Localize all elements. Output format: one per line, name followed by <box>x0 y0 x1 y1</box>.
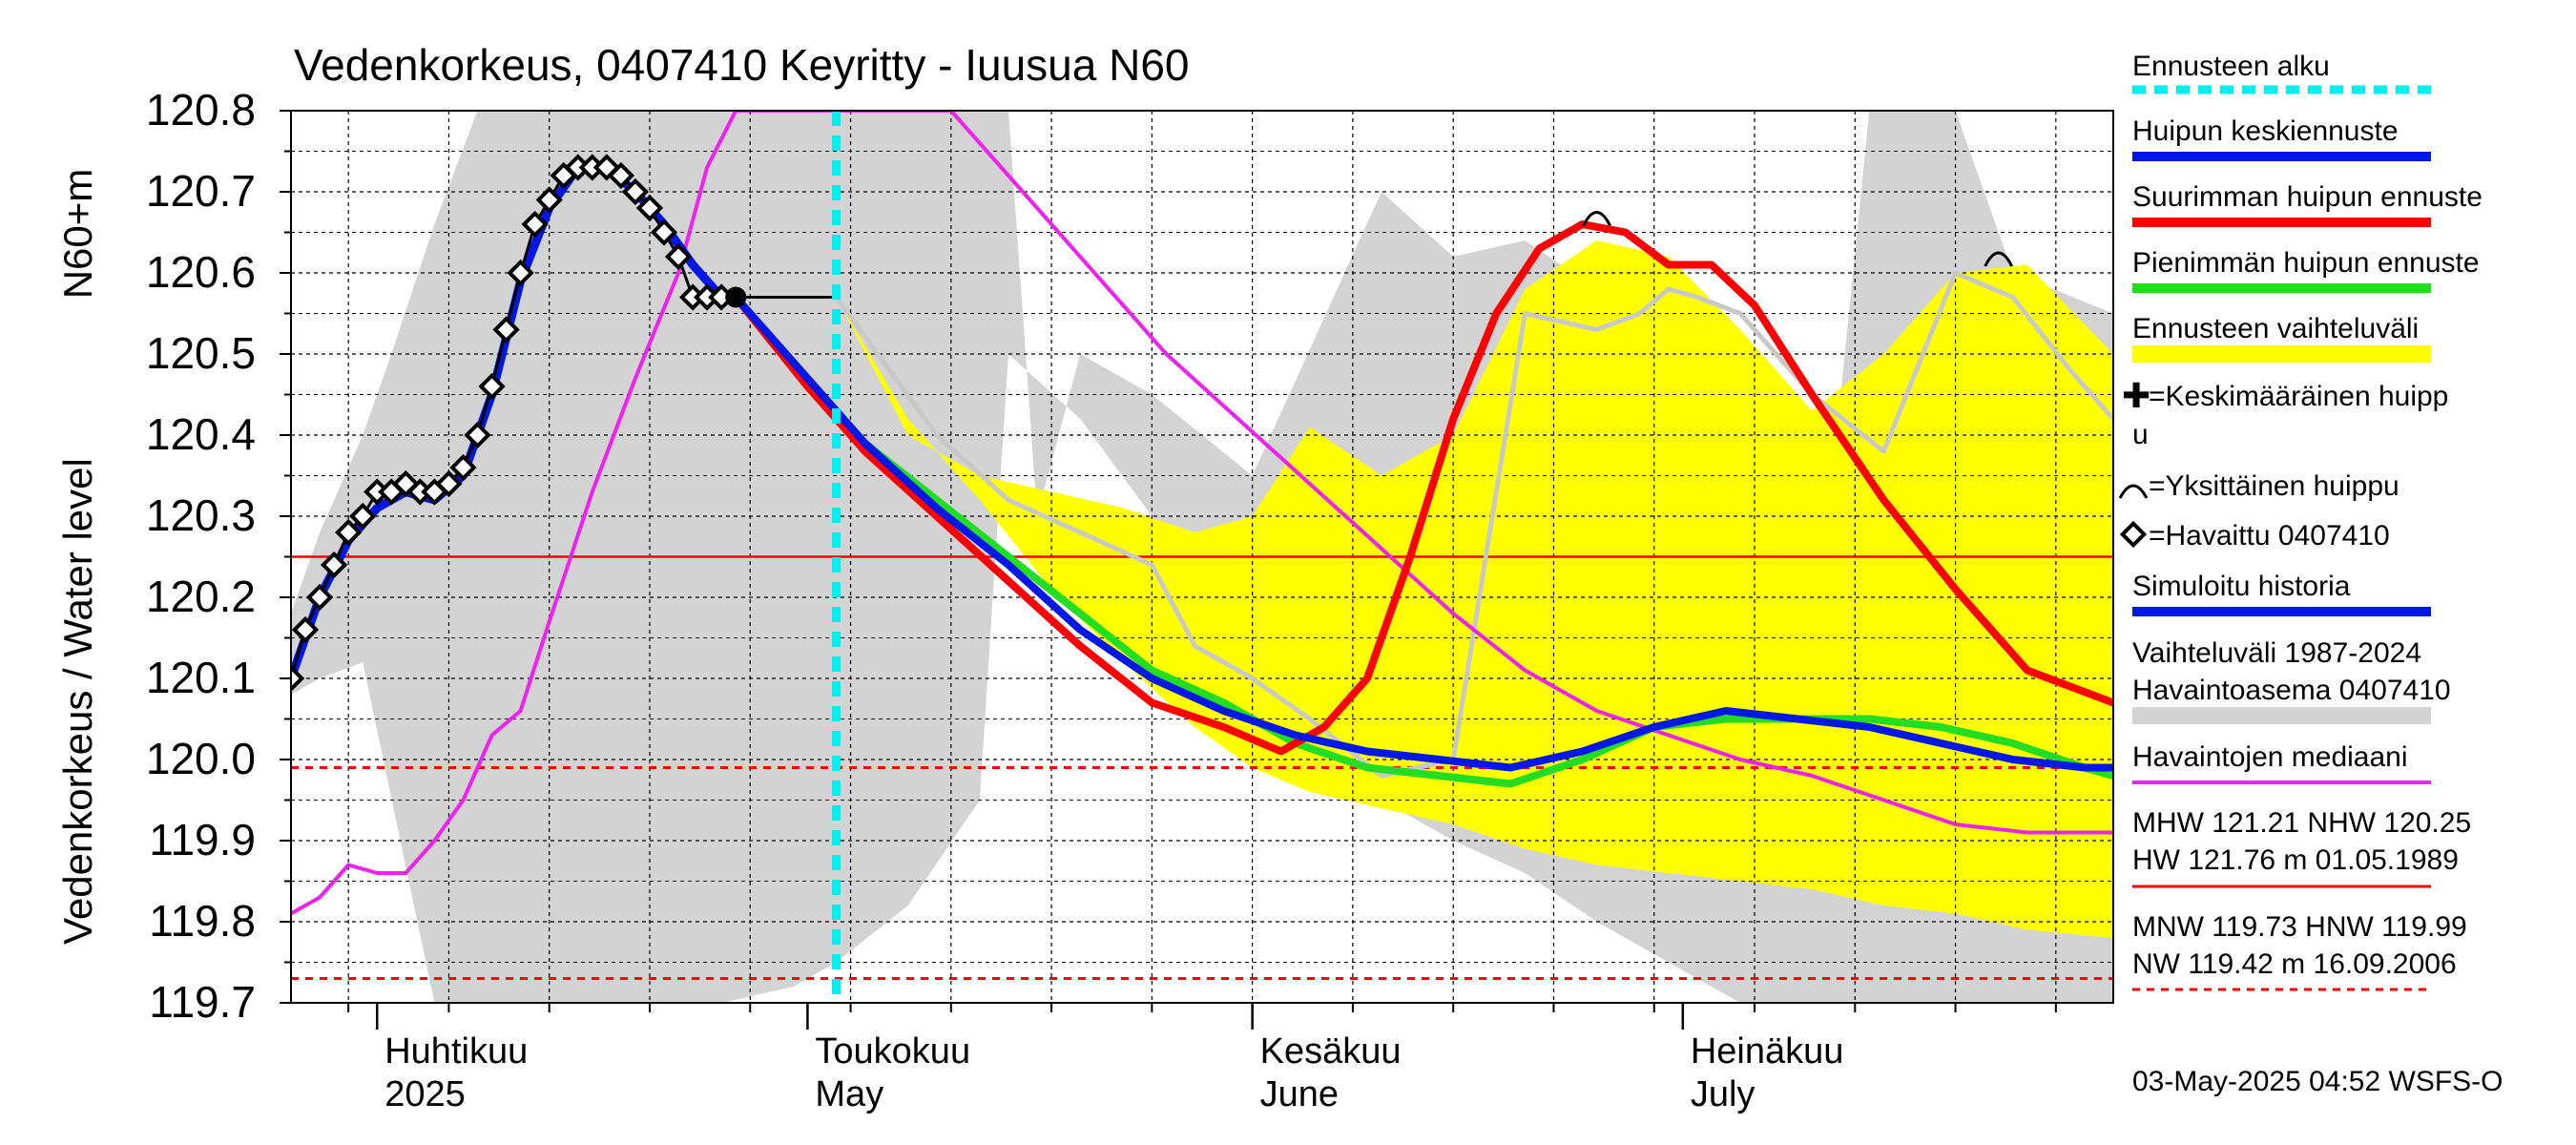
legend-range-swatch <box>2132 345 2431 363</box>
x-month-label: Kesäkuu <box>1260 1031 1402 1072</box>
observed-point <box>364 478 391 506</box>
y-tick-label: 120.6 <box>146 247 256 297</box>
observed-point <box>693 283 721 311</box>
legend-min-peak-label: Pienimmän huipun ennuste <box>2132 247 2480 279</box>
legend-range-label: Ennusteen vaihteluväli <box>2132 313 2419 344</box>
legend-mnw-label: MNW 119.73 HNW 119.99 <box>2132 911 2467 943</box>
observed-point <box>621 177 650 206</box>
y-tick-label: 120.0 <box>146 734 256 783</box>
y-tick-label: 120.8 <box>146 85 256 135</box>
max-forecast-line <box>732 220 2113 756</box>
y-tick-label: 119.7 <box>149 977 256 1027</box>
legend-single-peak-label: =Yksittäinen huippu <box>2149 470 2399 502</box>
x-month-sublabel: June <box>1260 1074 1339 1114</box>
observed-point <box>650 219 678 246</box>
legend-hist-range-label: Vaihteluväli 1987-2024 <box>2132 637 2421 669</box>
legend-median-label: Havaintojen mediaani <box>2132 741 2408 773</box>
y-axis-unit-label: N60+m <box>55 169 100 300</box>
y-tick-label: 120.3 <box>146 490 256 540</box>
legend-max-peak-label: Suurimman huipun ennuste <box>2132 181 2483 213</box>
mean-forecast-line <box>732 293 2113 772</box>
y-tick-label: 119.9 <box>149 815 256 864</box>
legend-nw-label: NW 119.42 m 16.09.2006 <box>2132 948 2457 980</box>
observed-point <box>535 186 563 214</box>
observed-point <box>464 421 491 449</box>
legend-cross-icon: ✚ <box>2122 376 2150 415</box>
legend-avg-peak-label: =Keskimääräinen huipp <box>2149 381 2448 412</box>
observed-point <box>521 210 549 239</box>
observed-point <box>406 478 434 506</box>
legend-simulated-label: Simuloitu historia <box>2132 571 2351 602</box>
y-axis-label: Vedenkorkeus / Water level <box>55 458 100 945</box>
x-month-label: Heinäkuu <box>1691 1031 1844 1072</box>
y-tick-label: 120.7 <box>146 166 256 216</box>
chart-title: Vedenkorkeus, 0407410 Keyritty - Iuusua … <box>294 40 1190 90</box>
y-tick-label: 120.1 <box>146 653 256 702</box>
x-month-sublabel: 2025 <box>384 1074 466 1114</box>
observed-point <box>349 502 377 531</box>
observed-point <box>291 615 320 644</box>
observed-point <box>507 259 534 287</box>
legend-observed-label: =Havaittu 0407410 <box>2149 520 2390 552</box>
observed-point <box>678 283 707 311</box>
legend-mean-peak-label: Huipun keskiennuste <box>2132 115 2399 147</box>
observed-point <box>607 161 635 190</box>
y-tick-label: 119.8 <box>149 896 256 946</box>
y-axis: 120.8 120.7 120.6 120.5 120.4 120.3 120.2 120.1… <box>146 85 291 1027</box>
legend-avg-peak-label-cont: u <box>2132 419 2149 450</box>
forecast-range-band <box>836 240 2113 938</box>
legend-hist-range-swatch <box>2132 707 2431 724</box>
observed-point <box>305 583 334 612</box>
observed-point <box>664 242 693 271</box>
y-tick-label: 120.4 <box>146 409 256 459</box>
single-peak-mark <box>1984 251 2014 267</box>
observed-point <box>291 664 305 693</box>
legend: Ennusteen alku Huipun keskiennuste Suuri… <box>2118 51 2483 991</box>
observed-point <box>478 372 506 401</box>
legend-diamond-icon <box>2119 520 2148 549</box>
footer-timestamp: 03-May-2025 04:52 WSFS-O <box>2132 1066 2503 1097</box>
y-tick-label: 120.5 <box>146 328 256 378</box>
historical-grey-line <box>834 270 2113 779</box>
x-month-label: Huhtikuu <box>384 1031 528 1072</box>
observed-point <box>435 469 463 498</box>
legend-hw-label: HW 121.76 m 01.05.1989 <box>2132 844 2459 876</box>
observed-point <box>492 316 520 344</box>
legend-forecast-start-label: Ennusteen alku <box>2132 51 2330 82</box>
legend-single-peak-icon <box>2118 484 2149 499</box>
y-tick-label: 120.2 <box>146 572 256 621</box>
single-peak-mark <box>1582 211 1611 227</box>
observed-point <box>578 154 606 181</box>
legend-mhw-label: MHW 121.21 NHW 120.25 <box>2132 807 2471 839</box>
x-month-sublabel: July <box>1691 1074 1755 1114</box>
observed-point <box>449 453 477 482</box>
legend-hist-range-station: Havaintoasema 0407410 <box>2132 675 2451 706</box>
median-line <box>291 111 2113 916</box>
min-forecast-line <box>732 293 2113 788</box>
observed-point <box>320 551 348 579</box>
x-month-label: Toukokuu <box>815 1031 970 1072</box>
x-month-sublabel: May <box>815 1074 883 1114</box>
observed-point <box>564 154 592 181</box>
observed-markers <box>291 154 736 693</box>
observed-point <box>635 194 664 222</box>
forecast-start-dot <box>725 286 747 308</box>
observed-point <box>335 518 363 547</box>
single-peak-marks <box>1582 211 2014 267</box>
